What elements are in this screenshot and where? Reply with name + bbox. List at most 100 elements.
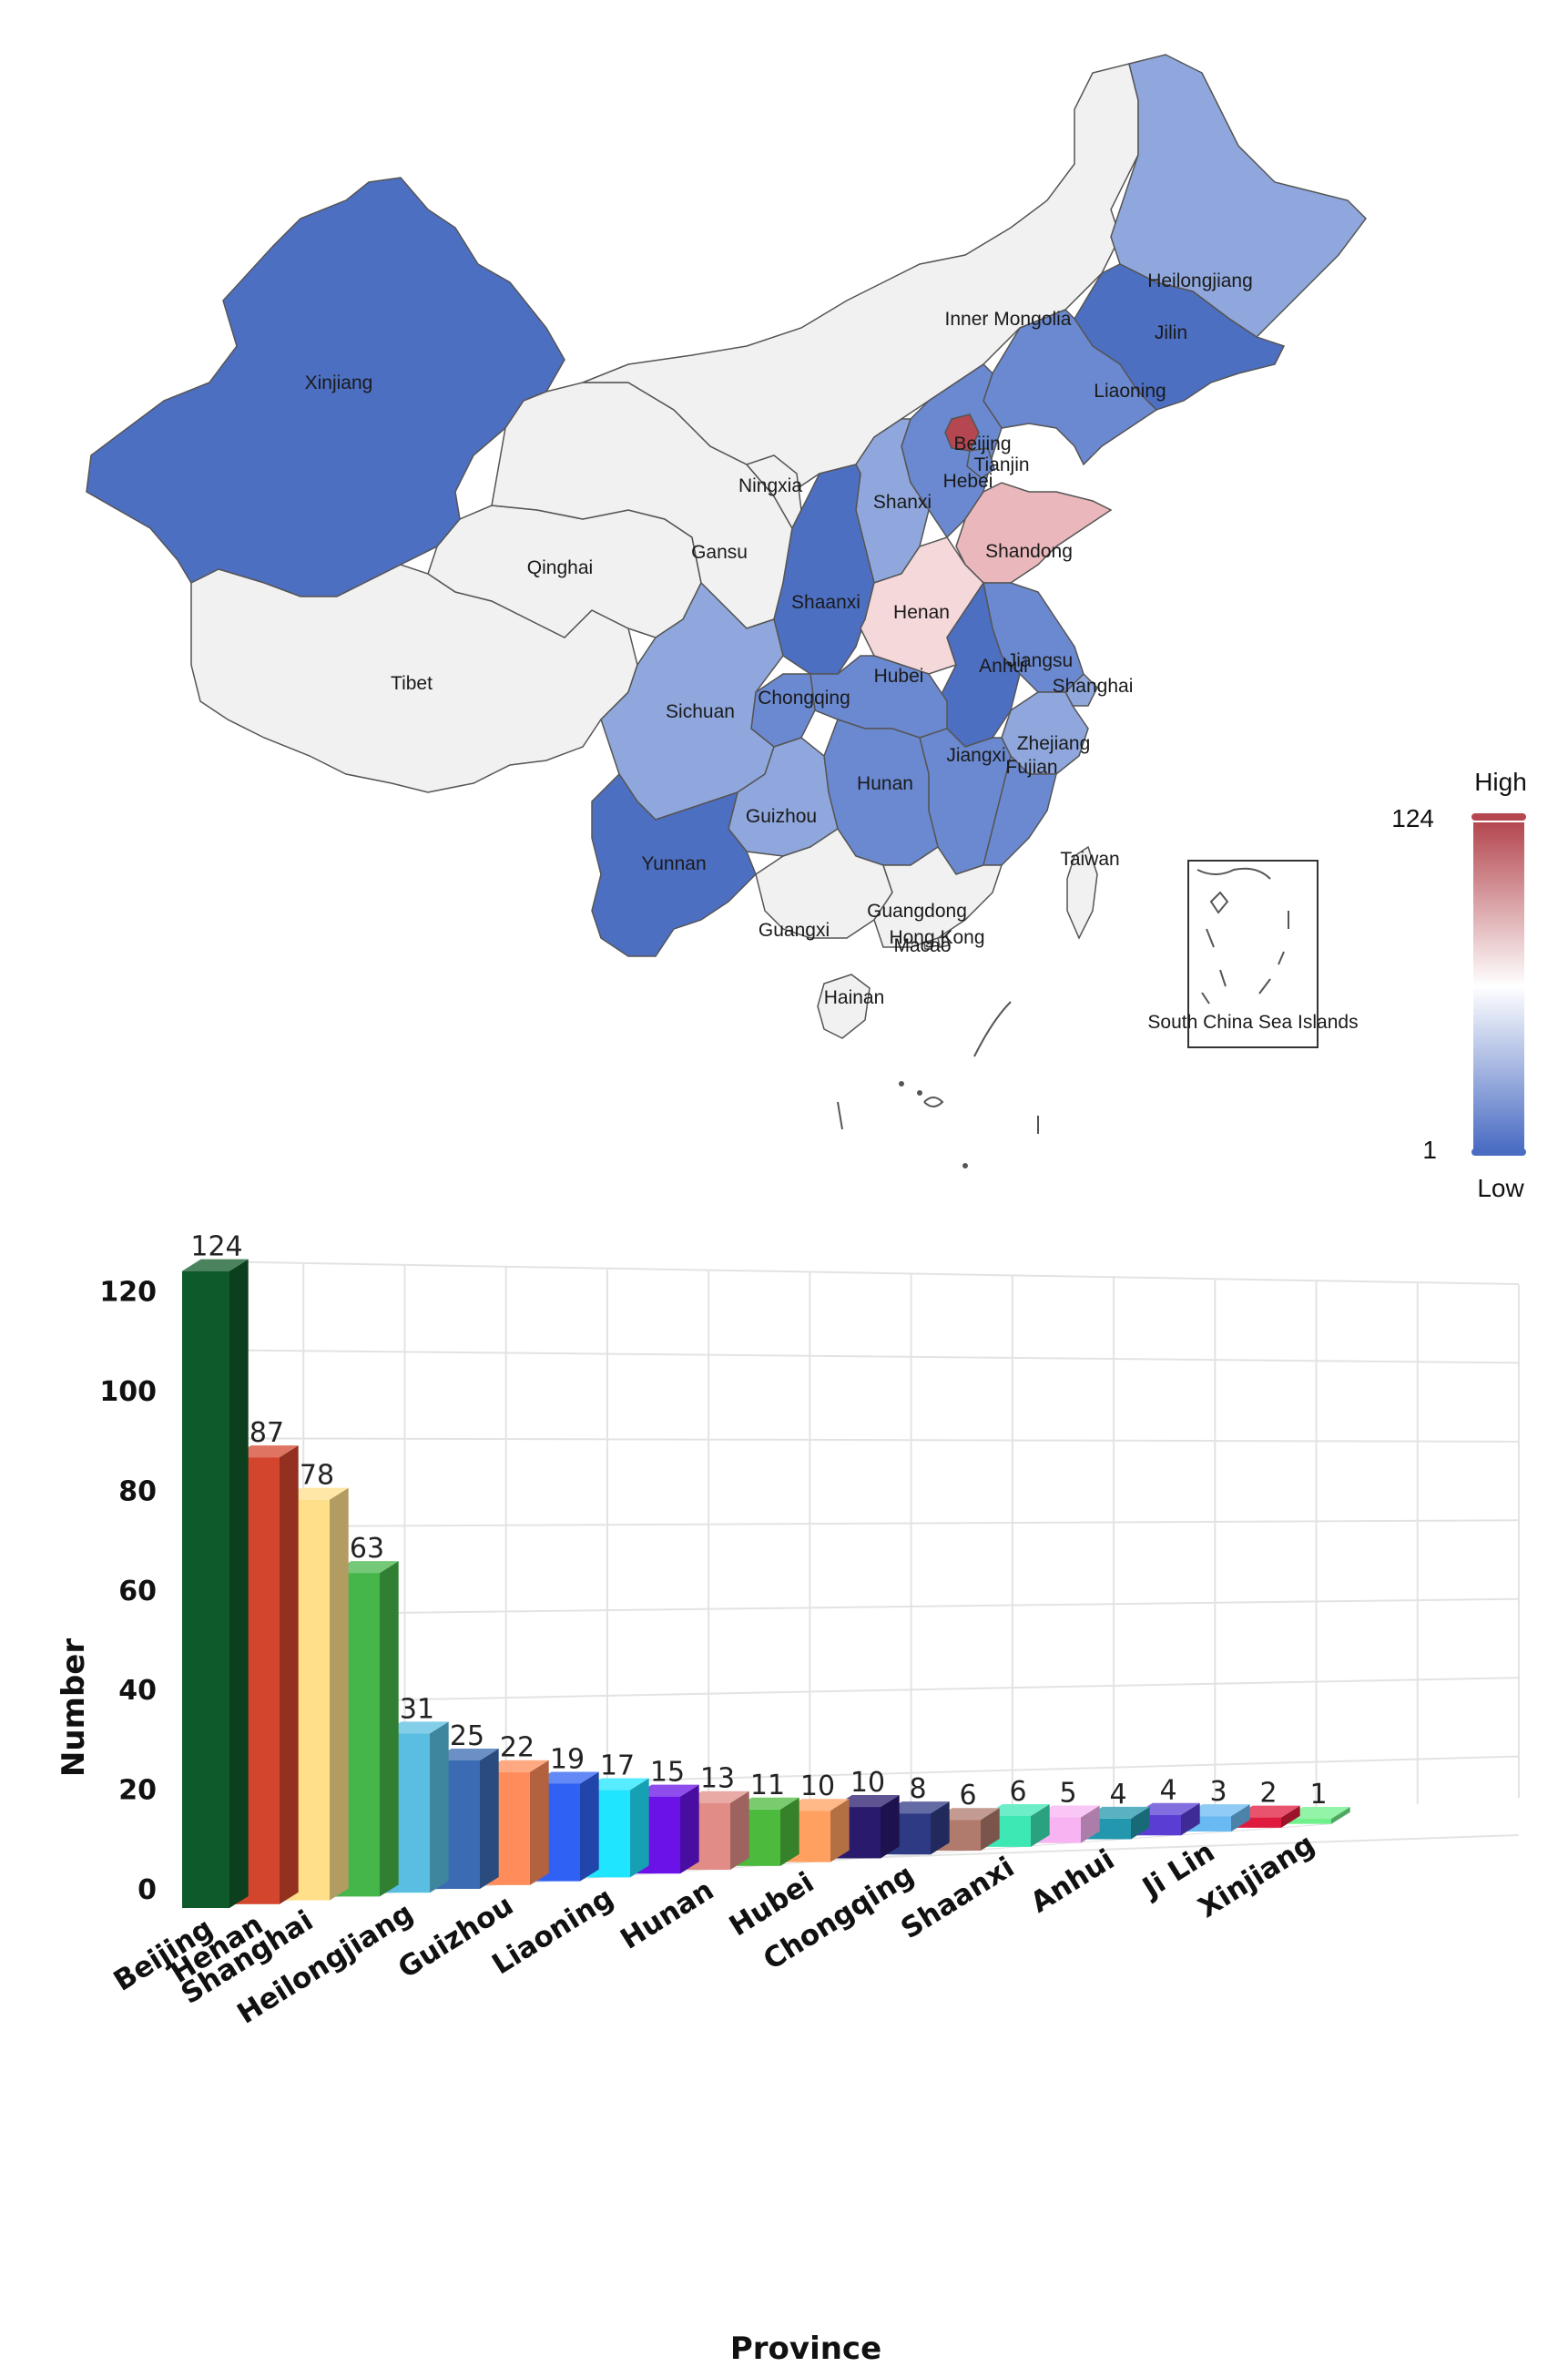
bar-value-label: 2 <box>1259 1778 1277 1810</box>
x-category-label: Xinjiang <box>1193 1828 1320 1924</box>
y-tick-label: 100 <box>99 1376 157 1408</box>
label-hunan: Hunan <box>857 773 913 794</box>
label-shandong: Shandong <box>985 541 1073 562</box>
x-category-label: Shaanxi <box>895 1851 1020 1945</box>
bar-side-face <box>380 1561 399 1897</box>
south-china-sea-inset: South China Sea Islands <box>1147 860 1359 1048</box>
grid-line-horizontal <box>201 1349 1520 1364</box>
region-yunnan <box>591 772 757 957</box>
bar-top-face <box>633 1784 699 1797</box>
bar-value-label: 22 <box>500 1732 535 1764</box>
bar-value-label: 31 <box>400 1693 434 1725</box>
y-axis-ticks: 020406080100120140 <box>99 1277 157 1906</box>
label-tibet: Tibet <box>391 673 433 694</box>
bar-side-face <box>830 1799 850 1862</box>
bar-value-label: 5 <box>1059 1777 1076 1809</box>
bar-top-face <box>433 1749 499 1761</box>
label-xinjiang: Xinjiang <box>305 372 373 393</box>
label-beijing: Beijing <box>953 434 1011 454</box>
label-guangxi: Guangxi <box>759 920 830 941</box>
region-tianjin <box>966 447 995 479</box>
bar-side-face <box>480 1749 499 1890</box>
label-hubei: Hubei <box>874 666 924 687</box>
label-chongqing: Chongqing <box>758 688 850 709</box>
bar-top-face <box>232 1445 299 1458</box>
bar-top-face <box>1184 1804 1250 1817</box>
region-fujian <box>983 754 1057 866</box>
inset-label: South China Sea Islands <box>1147 1012 1358 1033</box>
x-axis-title: Province <box>730 2331 881 2367</box>
region-shandong <box>955 482 1113 584</box>
bar-top-face <box>332 1561 399 1574</box>
label-hong-kong: Hong Kong <box>889 927 984 948</box>
bar-top-face <box>1134 1802 1200 1815</box>
bar-value-label: 63 <box>350 1533 384 1565</box>
bar-top-face <box>1033 1805 1100 1818</box>
label-anhui: Anhui <box>979 656 1028 677</box>
y-tick-label: 0 <box>137 1874 157 1906</box>
bar-value-label: 4 <box>1159 1775 1176 1807</box>
bar-top-face <box>833 1795 900 1808</box>
bar-side-face <box>430 1721 449 1893</box>
grid-line-horizontal <box>201 1260 1520 1285</box>
y-tick-label: 20 <box>118 1775 157 1807</box>
region-labels: Xinjiang Tibet Qinghai Gansu Ningxia Inn… <box>305 270 1253 1008</box>
bar-value-label: 4 <box>1109 1779 1126 1811</box>
label-jilin: Jilin <box>1155 322 1187 343</box>
bar-side-face <box>1231 1804 1250 1832</box>
bar-side-face <box>730 1791 749 1871</box>
bar-side-face <box>1331 1807 1350 1824</box>
x-category-label: Anhui <box>1025 1843 1121 1920</box>
grid-line-horizontal <box>201 1519 1520 1528</box>
label-henan: Henan <box>893 602 950 623</box>
bar-side-face <box>1281 1805 1300 1828</box>
bar-top-face <box>382 1721 449 1734</box>
bar-side-face <box>530 1760 549 1885</box>
bar-top-face <box>483 1760 549 1772</box>
region-guangdong <box>873 845 1003 948</box>
y-tick-label: 120 <box>99 1277 157 1309</box>
bar-side-face <box>1131 1806 1150 1840</box>
bar-top-face <box>1234 1805 1300 1818</box>
label-shanghai: Shanghai <box>1053 676 1134 697</box>
bar-value-labels: 123 4 4 5 6 6 8 10 10 11 13 15 17 19 22 25 31 63 78 87 124 <box>190 1231 1327 1812</box>
label-yunnan: Yunnan <box>641 853 706 874</box>
bar-side-face <box>630 1778 649 1878</box>
legend-max-value: 124 <box>1391 804 1434 832</box>
label-guangdong: Guangdong <box>867 901 967 922</box>
label-sichuan: Sichuan <box>666 701 735 722</box>
bar-top-face <box>933 1808 1000 1821</box>
label-taiwan: Taiwan <box>1060 849 1119 870</box>
bar-value-label: 25 <box>450 1720 484 1752</box>
bar-top-face <box>1084 1806 1150 1819</box>
label-qinghai: Qinghai <box>527 557 593 578</box>
grid-line-horizontal <box>201 1437 1520 1443</box>
legend-color-bar <box>1473 822 1524 1150</box>
grid-line-horizontal <box>201 1597 1520 1617</box>
bar-top-face <box>733 1797 799 1810</box>
china-choropleth-map: South China Sea Islands Xinjiang Tibet Q… <box>86 54 1527 1202</box>
label-inner-mongolia: Inner Mongolia <box>945 309 1072 330</box>
legend-low-label: Low <box>1477 1174 1524 1202</box>
bar-side-face <box>981 1808 1000 1852</box>
y-tick-label: 40 <box>118 1675 157 1707</box>
bar-top-face <box>983 1804 1050 1817</box>
bar-top-face <box>1284 1807 1350 1820</box>
bar-value-label: 78 <box>300 1460 334 1492</box>
region-taiwan <box>1066 845 1098 940</box>
label-tianjin: Tianjin <box>973 454 1029 475</box>
bar-side-face <box>1031 1804 1050 1847</box>
bar <box>182 1270 229 1908</box>
bar-value-label: 124 <box>190 1231 242 1263</box>
region-hainan <box>817 974 871 1039</box>
label-fujian: Fujian <box>1005 757 1057 778</box>
legend-high-label: High <box>1474 768 1527 796</box>
province-bar-chart: 020406080100120140 123445668101011131517… <box>56 1231 1520 2367</box>
bar-top-face <box>282 1487 349 1500</box>
chart-bars <box>182 1259 1350 1908</box>
bar-value-label: 11 <box>750 1770 785 1801</box>
region-hong-kong <box>937 935 950 948</box>
grid-line-horizontal <box>201 1677 1520 1705</box>
bar-side-face <box>1181 1802 1200 1836</box>
y-tick-label: 80 <box>118 1475 157 1507</box>
